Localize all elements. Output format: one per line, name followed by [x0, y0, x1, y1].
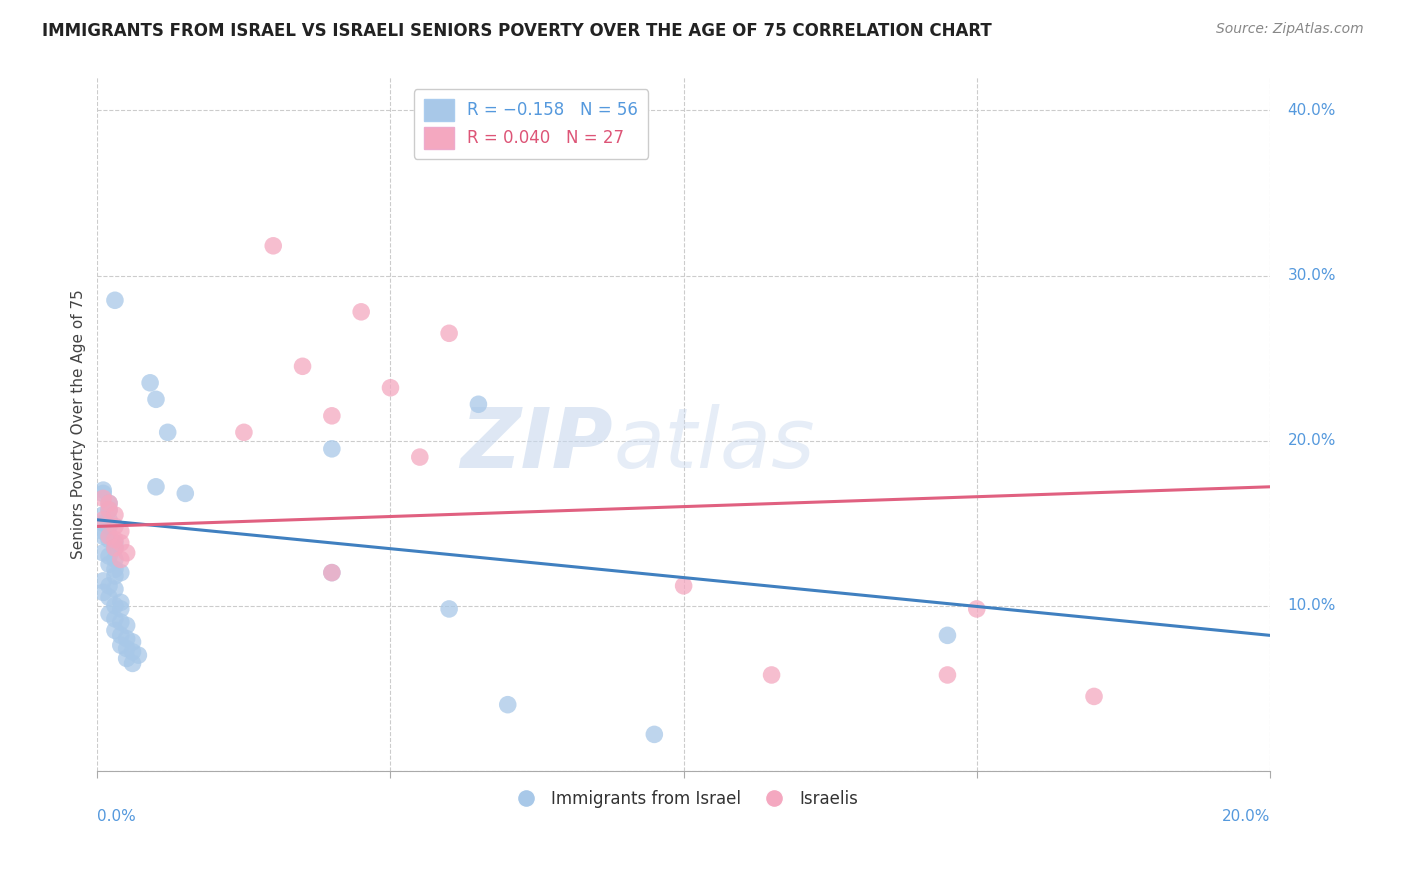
Point	[110, 524, 132, 539]
Point	[936, 628, 959, 642]
Point	[98, 503, 121, 517]
Point	[321, 409, 343, 423]
Text: ZIP: ZIP	[461, 404, 613, 485]
Point	[98, 503, 121, 517]
Point	[104, 562, 127, 576]
Point	[121, 657, 143, 671]
Point	[145, 392, 167, 407]
Point	[98, 496, 121, 510]
Point	[98, 549, 121, 563]
Point	[98, 591, 121, 605]
Point	[91, 491, 114, 506]
Text: IMMIGRANTS FROM ISRAEL VS ISRAELI SENIORS POVERTY OVER THE AGE OF 75 CORRELATION: IMMIGRANTS FROM ISRAEL VS ISRAELI SENIOR…	[42, 22, 991, 40]
Text: 0.0%: 0.0%	[97, 809, 136, 824]
Point	[104, 599, 127, 613]
Point	[139, 376, 162, 390]
Point	[91, 483, 114, 497]
Text: Source: ZipAtlas.com: Source: ZipAtlas.com	[1216, 22, 1364, 37]
Text: 10.0%: 10.0%	[1288, 599, 1336, 613]
Point	[496, 698, 519, 712]
Point	[104, 536, 127, 550]
Point	[110, 638, 132, 652]
Text: 20.0%: 20.0%	[1288, 434, 1336, 448]
Point	[672, 579, 695, 593]
Point	[98, 496, 121, 510]
Point	[104, 612, 127, 626]
Point	[145, 480, 167, 494]
Point	[115, 546, 138, 560]
Point	[98, 529, 121, 543]
Point	[291, 359, 314, 374]
Point	[321, 566, 343, 580]
Point	[115, 641, 138, 656]
Point	[104, 541, 127, 555]
Point	[110, 602, 132, 616]
Point	[91, 574, 114, 588]
Point	[232, 425, 254, 440]
Point	[262, 239, 284, 253]
Point	[104, 552, 127, 566]
Point	[98, 558, 121, 572]
Point	[127, 648, 149, 662]
Legend: Immigrants from Israel, Israelis: Immigrants from Israel, Israelis	[502, 783, 865, 814]
Point	[91, 546, 114, 560]
Point	[104, 293, 127, 308]
Point	[110, 628, 132, 642]
Point	[104, 541, 127, 555]
Point	[98, 513, 121, 527]
Point	[437, 602, 460, 616]
Point	[110, 552, 132, 566]
Point	[936, 668, 959, 682]
Point	[115, 632, 138, 646]
Point	[380, 381, 402, 395]
Text: 40.0%: 40.0%	[1288, 103, 1336, 118]
Text: 20.0%: 20.0%	[1222, 809, 1270, 824]
Point	[1083, 690, 1105, 704]
Point	[91, 513, 114, 527]
Point	[91, 486, 114, 500]
Point	[110, 566, 132, 580]
Point	[104, 533, 127, 547]
Point	[121, 645, 143, 659]
Point	[761, 668, 783, 682]
Point	[98, 519, 121, 533]
Point	[115, 618, 138, 632]
Point	[350, 305, 373, 319]
Y-axis label: Seniors Poverty Over the Age of 75: Seniors Poverty Over the Age of 75	[72, 289, 86, 559]
Point	[121, 635, 143, 649]
Point	[98, 607, 121, 621]
Point	[104, 508, 127, 522]
Point	[98, 579, 121, 593]
Point	[91, 516, 114, 530]
Text: atlas: atlas	[613, 404, 815, 485]
Point	[409, 450, 432, 464]
Point	[156, 425, 179, 440]
Point	[91, 585, 114, 599]
Point	[115, 651, 138, 665]
Point	[104, 569, 127, 583]
Point	[104, 582, 127, 596]
Point	[643, 727, 665, 741]
Point	[321, 442, 343, 456]
Point	[104, 624, 127, 638]
Point	[110, 536, 132, 550]
Point	[98, 533, 121, 547]
Point	[110, 615, 132, 629]
Point	[91, 529, 114, 543]
Point	[321, 566, 343, 580]
Point	[91, 508, 114, 522]
Point	[110, 595, 132, 609]
Point	[467, 397, 489, 411]
Point	[437, 326, 460, 341]
Point	[174, 486, 197, 500]
Point	[91, 524, 114, 539]
Text: 30.0%: 30.0%	[1288, 268, 1336, 283]
Point	[966, 602, 988, 616]
Point	[104, 519, 127, 533]
